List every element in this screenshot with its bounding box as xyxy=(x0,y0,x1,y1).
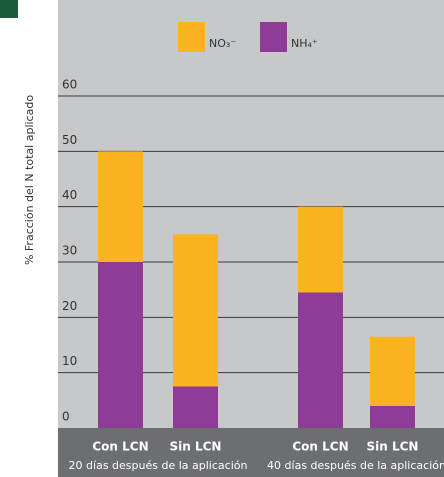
legend-swatch xyxy=(260,22,287,52)
group-label: 40 días después de la aplicación xyxy=(267,459,444,472)
y-tick-label: 30 xyxy=(62,244,77,258)
y-tick-label: 40 xyxy=(62,188,77,202)
bar-segment xyxy=(298,206,343,293)
y-tick-label: 60 xyxy=(62,78,77,92)
bar-segment xyxy=(98,262,143,428)
y-tick-label: 0 xyxy=(62,410,70,424)
y-tick-label: 10 xyxy=(62,354,77,368)
legend-label: NH₄⁺ xyxy=(291,37,318,50)
bar-segment xyxy=(173,386,218,428)
legend-label: NO₃⁻ xyxy=(209,37,236,50)
bar-segment xyxy=(173,234,218,387)
bar-segment xyxy=(370,405,415,428)
y-tick-label: 50 xyxy=(62,133,77,147)
bar-segment xyxy=(370,336,415,406)
corner-marker xyxy=(0,0,18,18)
x-tick-label: Con LCN xyxy=(292,440,348,454)
category-band xyxy=(58,428,444,477)
legend-swatch xyxy=(178,22,205,52)
x-tick-label: Con LCN xyxy=(92,440,148,454)
x-tick-label: Sin LCN xyxy=(367,440,419,454)
x-tick-label: Sin LCN xyxy=(170,440,222,454)
group-label: 20 días después de la aplicación xyxy=(69,459,248,472)
y-axis-title: % Fracción del N total aplicado xyxy=(23,95,36,265)
bar-segment xyxy=(98,151,143,262)
y-tick-label: 20 xyxy=(62,299,77,313)
bar-segment xyxy=(298,292,343,428)
